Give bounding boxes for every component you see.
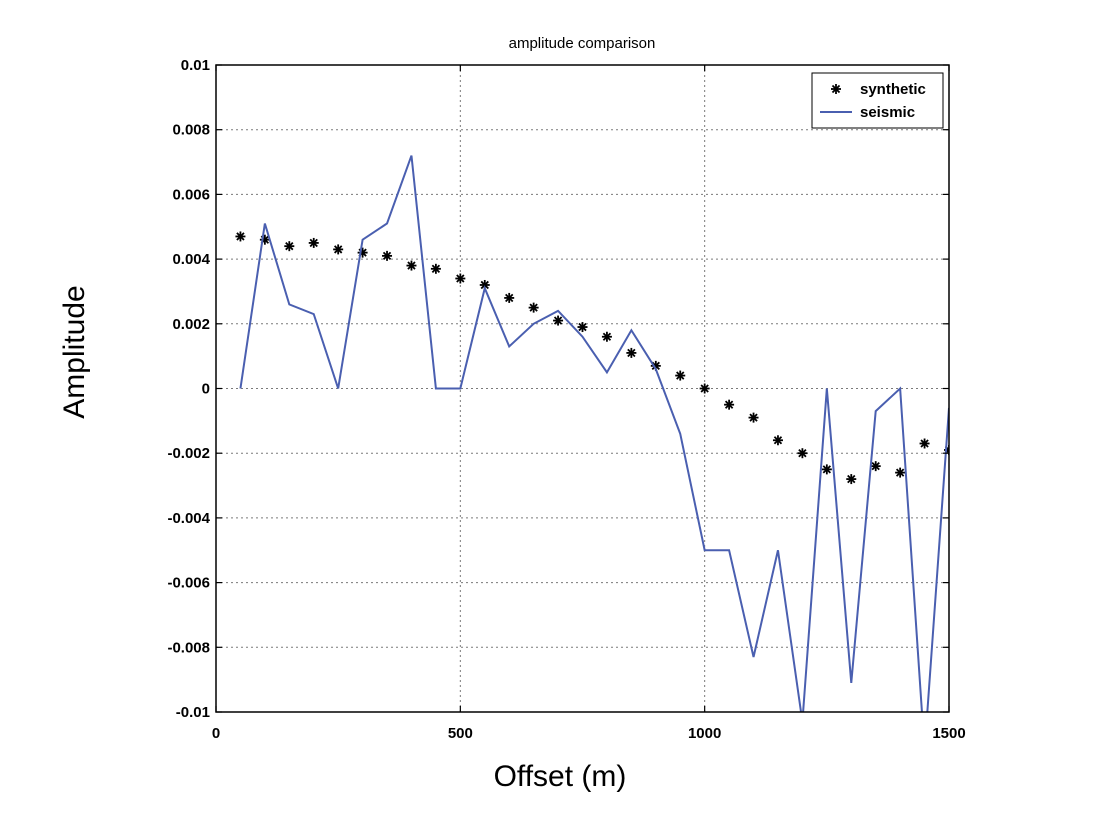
synthetic-data-point xyxy=(284,241,295,252)
y-tick-label: 0 xyxy=(202,381,210,398)
seismic-series-line xyxy=(239,155,949,712)
synthetic-data-point xyxy=(626,347,637,358)
x-tick-label: 500 xyxy=(448,725,473,742)
synthetic-data-point xyxy=(724,399,735,410)
y-tick-label: 0.01 xyxy=(181,57,210,74)
synthetic-data-point xyxy=(406,260,417,271)
synthetic-data-point xyxy=(772,435,783,446)
y-tick-label: -0.008 xyxy=(167,639,210,656)
legend-star-icon xyxy=(831,84,841,94)
synthetic-data-point xyxy=(919,438,930,449)
legend-box xyxy=(811,72,944,129)
y-tick-label: 0.002 xyxy=(172,316,210,333)
y-tick-label: 0.008 xyxy=(172,122,210,139)
x-tick-label: 0 xyxy=(212,725,220,742)
synthetic-data-point xyxy=(308,237,319,248)
synthetic-data-point xyxy=(577,322,588,333)
y-tick-label: -0.002 xyxy=(167,445,210,462)
synthetic-data-point xyxy=(235,231,246,242)
x-tick-label: 1500 xyxy=(932,725,965,742)
series-layer xyxy=(235,155,949,712)
synthetic-data-point xyxy=(846,474,857,485)
grid-lines xyxy=(216,65,949,712)
y-tick-label: -0.006 xyxy=(167,575,210,592)
synthetic-data-point xyxy=(528,302,539,313)
synthetic-data-point xyxy=(748,412,759,423)
synthetic-data-point xyxy=(479,279,490,290)
synthetic-data-point xyxy=(601,331,612,342)
y-tick-label: -0.01 xyxy=(176,704,210,721)
synthetic-data-point xyxy=(553,315,564,326)
y-tick-label: -0.004 xyxy=(167,510,210,527)
x-axis-label: Offset (m) xyxy=(494,760,627,793)
synthetic-data-point xyxy=(821,464,832,475)
synthetic-data-point xyxy=(895,467,906,478)
legend-synthetic-marker xyxy=(831,84,841,94)
synthetic-data-point xyxy=(455,273,466,284)
x-tick-label: 1000 xyxy=(688,725,721,742)
synthetic-data-point xyxy=(699,383,710,394)
y-tick-label: 0.004 xyxy=(172,251,210,268)
synthetic-data-point xyxy=(504,292,515,303)
legend-seismic-label: seismic xyxy=(860,104,915,121)
y-axis-label: Amplitude xyxy=(58,285,91,418)
synthetic-data-point xyxy=(675,370,686,381)
synthetic-data-point xyxy=(870,461,881,472)
legend: synthetic seismic xyxy=(811,72,944,129)
synthetic-data-point xyxy=(333,244,344,255)
chart-title: amplitude comparison xyxy=(509,35,656,52)
legend-synthetic-label: synthetic xyxy=(860,81,926,98)
axis-ticks: 0.01 0.008 0.006 0.004 0.002 0 -0.002 -0.004 -0.… xyxy=(167,57,965,742)
y-tick-label: 0.006 xyxy=(172,186,210,203)
synthetic-data-point xyxy=(797,448,808,459)
synthetic-data-point xyxy=(382,250,393,261)
synthetic-data-point xyxy=(430,263,441,274)
